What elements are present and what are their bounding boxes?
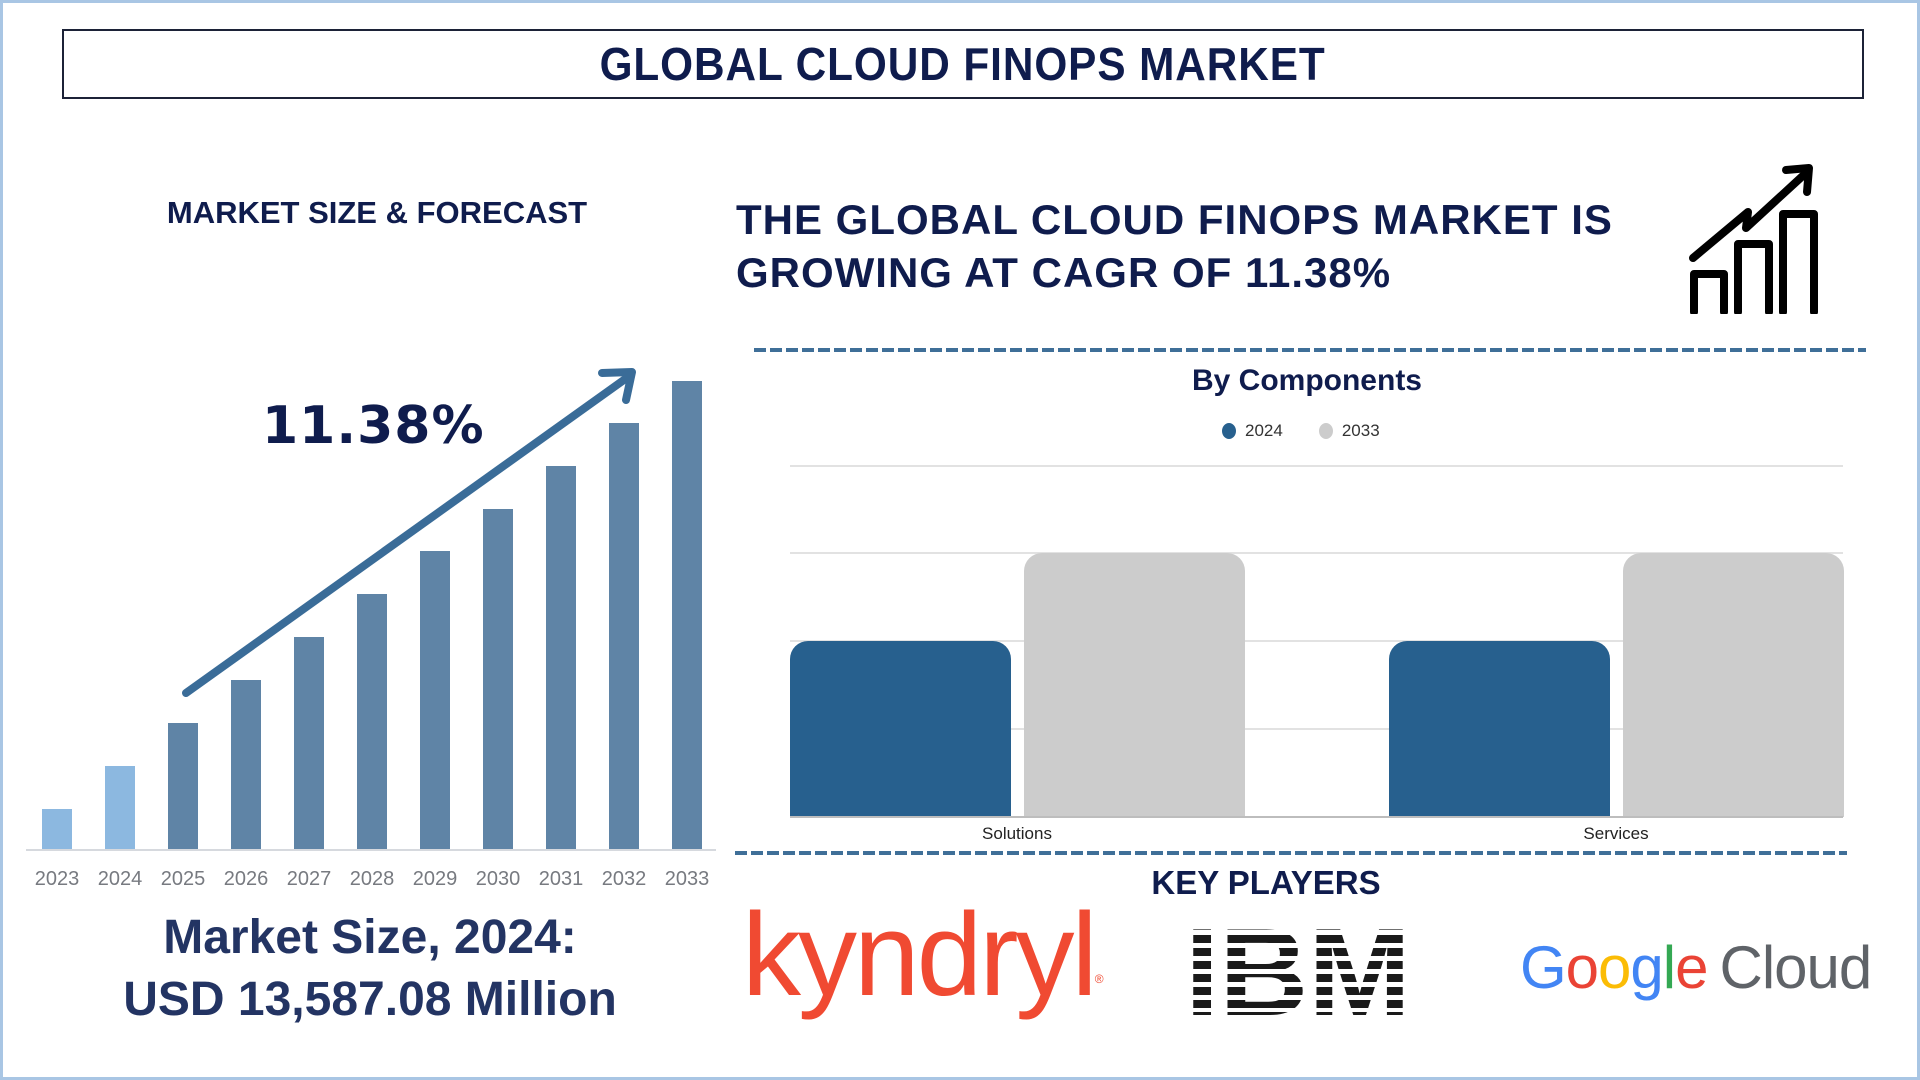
registered-mark: ® [1094, 972, 1104, 986]
chart-legend: 2024 2033 [1222, 421, 1408, 441]
components-chart-title: By Components [1191, 364, 1422, 397]
page-title: GLOBAL CLOUD FINOPS MARKET [599, 38, 1327, 90]
bar-2027 [294, 637, 324, 850]
bar-2025 [168, 723, 198, 850]
cagr-headline: THE GLOBAL CLOUD FINOPS MARKET IS GROWIN… [736, 193, 1696, 299]
components-baseline [790, 816, 1843, 818]
kyndryl-logo: kyndryl® [742, 896, 1104, 1014]
legend-dot-icon [1222, 423, 1236, 439]
gridline [790, 465, 1843, 467]
legend-label: 2024 [1245, 421, 1283, 440]
legend-dot-icon [1318, 423, 1333, 439]
year-label: 2026 [223, 868, 269, 890]
bar-2031 [546, 466, 576, 850]
category-label-services: Services [1583, 824, 1649, 843]
year-label: 2033 [664, 868, 710, 890]
key-players-heading: KEY PLAYERS [1151, 864, 1381, 901]
ibm-logo: IBM [1185, 922, 1411, 1018]
bar-2023 [42, 809, 72, 850]
market-size-heading: MARKET SIZE & FORECAST [166, 195, 588, 230]
legend-item-2033[interactable]: 2033 [1318, 421, 1380, 441]
separator-bottom [735, 851, 1847, 855]
bar-2029 [420, 551, 450, 850]
gridline [790, 728, 1843, 730]
bar-2024 [105, 766, 135, 850]
kyndryl-wordmark: kyndryl [742, 889, 1098, 1021]
headline-line-1: THE GLOBAL CLOUD FINOPS MARKET IS [736, 196, 1613, 243]
bar-2032 [609, 423, 639, 850]
category-label-solutions: Solutions [982, 824, 1052, 843]
bar-solutions-2033 [1024, 553, 1245, 817]
bar-solutions-2024 [790, 641, 1011, 817]
year-label: 2030 [475, 868, 521, 890]
year-label: 2029 [412, 868, 458, 890]
market-size-label: Market Size, 2024: [163, 911, 577, 964]
bar-services-2024 [1389, 641, 1610, 817]
bar-2033 [672, 381, 702, 850]
bar-2028 [357, 594, 387, 850]
year-label: 2031 [538, 868, 584, 890]
cagr-annotation: 11.38% [262, 396, 485, 456]
year-label: 2025 [160, 868, 206, 890]
bar-2026 [231, 680, 261, 850]
year-label: 2024 [97, 868, 143, 890]
separator-top [754, 348, 1866, 352]
year-label: 2032 [601, 868, 647, 890]
headline-line-2: GROWING AT CAGR OF 11.38% [736, 249, 1392, 296]
google-cloud-logo: Google Cloud [1520, 934, 1872, 1001]
legend-item-2024[interactable]: 2024 [1222, 421, 1283, 441]
gridline [790, 640, 1843, 642]
bar-chart-growth-icon [1689, 164, 1818, 314]
gridline [790, 552, 1843, 554]
bar-2030 [483, 509, 513, 850]
year-label: 2023 [34, 868, 80, 890]
market-size-value: USD 13,587.08 Million [123, 973, 617, 1026]
bar-services-2033 [1623, 553, 1844, 817]
chart-baseline [26, 849, 716, 851]
year-label: 2028 [349, 868, 395, 890]
title-box: GLOBAL CLOUD FINOPS MARKET [62, 29, 1864, 99]
legend-label: 2033 [1341, 421, 1380, 440]
year-label: 2027 [286, 868, 332, 890]
